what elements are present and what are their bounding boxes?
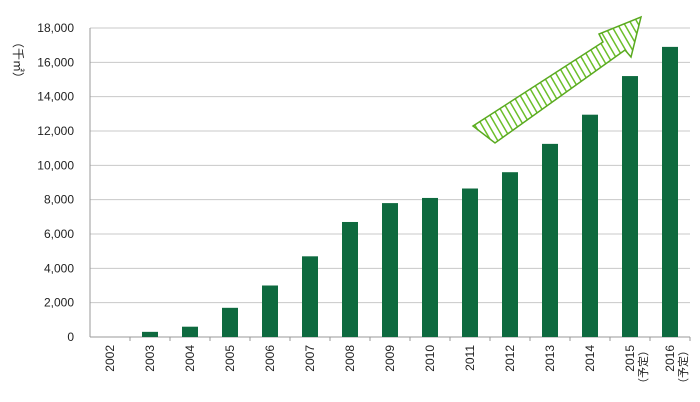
x-tick-label: 2013 bbox=[543, 345, 557, 372]
y-tick-label: 6,000 bbox=[44, 227, 74, 241]
x-tick-label: 2011 bbox=[463, 345, 477, 371]
x-tick-label: 2016 bbox=[663, 345, 677, 372]
y-axis-label: （千㎡） bbox=[11, 36, 25, 84]
x-tick-note: （予定） bbox=[676, 345, 690, 389]
x-tick-label: 2009 bbox=[383, 345, 397, 372]
y-tick-label: 0 bbox=[67, 330, 74, 344]
bar bbox=[542, 143, 558, 337]
y-axis: 0 2,000 4,000 6,000 8,000 10,000 12,000 14,000 1… bbox=[37, 21, 91, 344]
x-tick-note: （予定） bbox=[636, 345, 650, 389]
bar bbox=[422, 197, 438, 337]
bar bbox=[302, 256, 318, 337]
x-tick-label: 2004 bbox=[183, 345, 197, 372]
bar bbox=[502, 172, 518, 337]
y-tick-label: 16,000 bbox=[37, 55, 74, 69]
bar bbox=[622, 76, 638, 338]
y-tick-label: 2,000 bbox=[44, 296, 74, 310]
x-tick-label: 2005 bbox=[223, 345, 237, 372]
x-tick-label: 2010 bbox=[423, 345, 437, 372]
bar bbox=[142, 331, 158, 337]
bar bbox=[382, 203, 398, 337]
x-tick-label: 2015 bbox=[623, 345, 637, 372]
bar bbox=[662, 46, 678, 338]
bar bbox=[342, 221, 358, 337]
y-tick-label: 18,000 bbox=[37, 21, 74, 35]
x-tick-label: 2007 bbox=[303, 345, 317, 372]
gridlines bbox=[90, 27, 690, 304]
bar bbox=[222, 307, 238, 337]
y-tick-label: 4,000 bbox=[44, 261, 74, 275]
y-tick-label: 12,000 bbox=[37, 124, 74, 138]
x-tick-label: 2002 bbox=[103, 345, 117, 372]
x-tick-label: 2008 bbox=[343, 345, 357, 372]
bar bbox=[462, 188, 478, 337]
y-tick-label: 14,000 bbox=[37, 90, 74, 104]
y-tick-label: 8,000 bbox=[44, 193, 74, 207]
x-tick-label: 2003 bbox=[143, 345, 157, 372]
bar bbox=[582, 114, 598, 337]
bar bbox=[182, 326, 198, 337]
x-tick-label: 2006 bbox=[263, 345, 277, 372]
y-tick-label: 10,000 bbox=[37, 158, 74, 172]
x-tick-label: 2014 bbox=[583, 345, 597, 372]
bar bbox=[262, 285, 278, 337]
x-axis: 2002 2003 2004 2005 2006 2007 2008 2009 2010 2011… bbox=[90, 336, 691, 389]
x-tick-label: 2012 bbox=[503, 345, 517, 372]
growth-arrow-icon bbox=[471, 15, 643, 144]
bar-series bbox=[142, 46, 678, 338]
